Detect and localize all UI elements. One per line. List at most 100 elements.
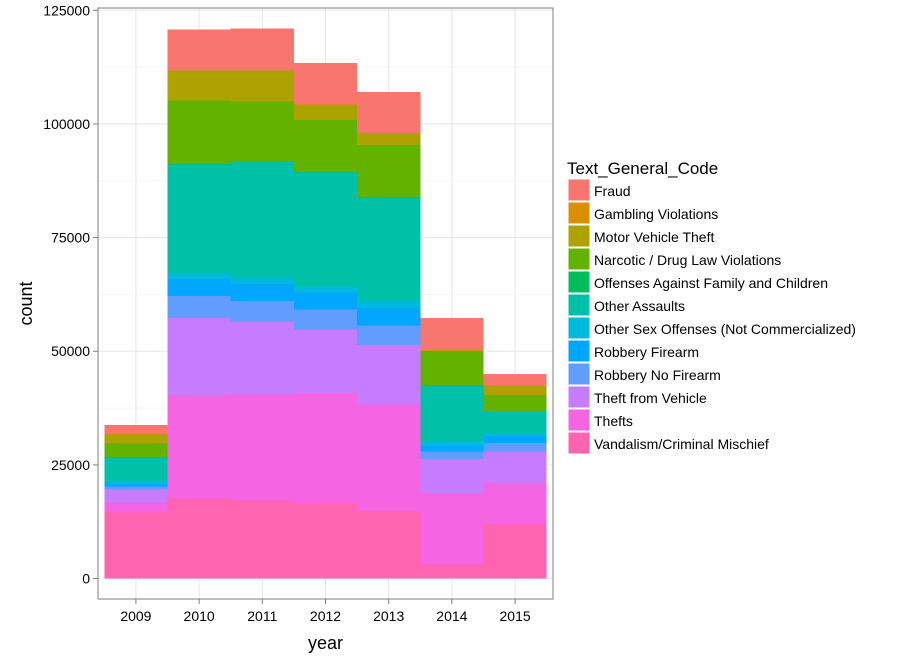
bar-segment	[230, 500, 294, 579]
panel-border	[97, 7, 554, 600]
legend-label: Gambling Violations	[594, 206, 718, 222]
x-tick-label: 2009	[120, 608, 151, 624]
bar-segment	[230, 321, 294, 395]
bar-segment	[357, 144, 421, 198]
bar-segment	[167, 394, 231, 499]
bar-segment	[230, 101, 294, 161]
y-tick-label: 25000	[51, 457, 90, 473]
bar-segment	[167, 278, 231, 297]
x-tick-label: 2015	[500, 608, 531, 624]
bar-segment	[357, 197, 421, 302]
legend-key	[567, 316, 591, 340]
bar-segment	[104, 483, 168, 487]
legend-label: Offenses Against Family and Children	[594, 275, 828, 291]
bars-layer	[104, 28, 547, 579]
bar-segment	[293, 309, 358, 330]
x-tick-label: 2014	[436, 608, 467, 624]
bar-segment	[357, 344, 421, 405]
legend-label: Robbery Firearm	[594, 344, 699, 360]
legend-key	[567, 178, 591, 202]
legend-key	[567, 339, 591, 363]
bar-segment	[357, 404, 421, 511]
bar-segment	[483, 385, 547, 395]
bar-segment	[293, 63, 358, 105]
legend-label: Other Sex Offenses (Not Commercialized)	[594, 321, 856, 337]
bar-segment	[293, 104, 358, 120]
x-axis: 2009 2010 2011 2012 2013 2014 2015	[120, 599, 531, 624]
legend-key	[567, 431, 591, 455]
legend-key	[567, 408, 591, 432]
bar-segment	[104, 481, 168, 484]
bar-segment	[357, 133, 421, 145]
bar-segment	[420, 451, 484, 459]
legend: Text_General_Code Fraud Gambling Violatio…	[567, 159, 856, 455]
x-tick-label: 2010	[184, 608, 215, 624]
bar-segment	[167, 164, 231, 274]
bar-segment	[104, 489, 168, 503]
y-tick-label: 0	[82, 571, 90, 587]
bar-segment	[420, 442, 484, 446]
bar-segment	[483, 443, 547, 452]
bar-segment	[483, 394, 547, 411]
bar-segment	[104, 457, 168, 482]
y-axis: 0 25000 50000 75000 100000 125000	[43, 2, 98, 587]
bar-segment	[167, 70, 231, 101]
bar-segment	[420, 445, 484, 452]
bar-segment	[230, 70, 294, 102]
bar-segment	[293, 329, 358, 394]
bar-segment	[230, 301, 294, 322]
bar-segment	[483, 411, 547, 434]
legend-label: Robbery No Firearm	[594, 367, 721, 383]
bar-segment	[357, 325, 421, 345]
bar-segment	[293, 286, 358, 293]
bar-segment	[230, 277, 294, 284]
bar-segment	[483, 483, 547, 524]
legend-key	[567, 270, 591, 294]
legend-label: Fraud	[594, 183, 631, 199]
x-axis-title: year	[308, 633, 343, 653]
bar-segment	[167, 318, 231, 395]
bar-segment	[483, 373, 547, 386]
bar-segment	[167, 29, 231, 71]
legend-label: Other Assaults	[594, 298, 685, 314]
bar-segment	[420, 493, 484, 565]
bar-segment	[420, 351, 484, 386]
legend-label: Motor Vehicle Theft	[594, 229, 714, 245]
bar-segment	[293, 119, 358, 173]
bar-segment	[104, 512, 168, 579]
legend-key	[567, 385, 591, 409]
bar-segment	[483, 435, 547, 444]
y-tick-label: 75000	[51, 230, 90, 246]
bar-segment	[483, 451, 547, 484]
y-tick-label: 125000	[43, 2, 90, 18]
legend-key	[567, 247, 591, 271]
bar-segment	[230, 394, 294, 501]
legend-key	[567, 362, 591, 386]
bar-segment	[167, 100, 231, 164]
y-tick-label: 50000	[51, 343, 90, 359]
legend-key	[567, 293, 591, 317]
bar-segment	[420, 564, 484, 579]
bar-segment	[293, 172, 358, 287]
y-tick-label: 100000	[43, 116, 90, 132]
x-tick-label: 2013	[373, 608, 404, 624]
bar-segment	[420, 385, 484, 443]
bar-segment	[357, 510, 421, 579]
bar-segment	[230, 283, 294, 302]
bar-segment	[483, 433, 547, 436]
bar-segment	[230, 28, 294, 71]
legend-label: Thefts	[594, 413, 633, 429]
x-tick-label: 2012	[310, 608, 341, 624]
legend-label: Theft from Vehicle	[594, 390, 707, 406]
bar-segment	[357, 301, 421, 309]
bar-segment	[293, 393, 358, 504]
bar-segment	[104, 443, 168, 458]
bar-segment	[230, 161, 294, 278]
x-tick-label: 2011	[247, 608, 277, 624]
bar-segment	[104, 502, 168, 513]
bar-segment	[167, 273, 231, 279]
bar-segment	[104, 434, 168, 444]
bar-segment	[420, 350, 484, 352]
legend-label: Vandalism/Criminal Mischief	[594, 436, 769, 452]
